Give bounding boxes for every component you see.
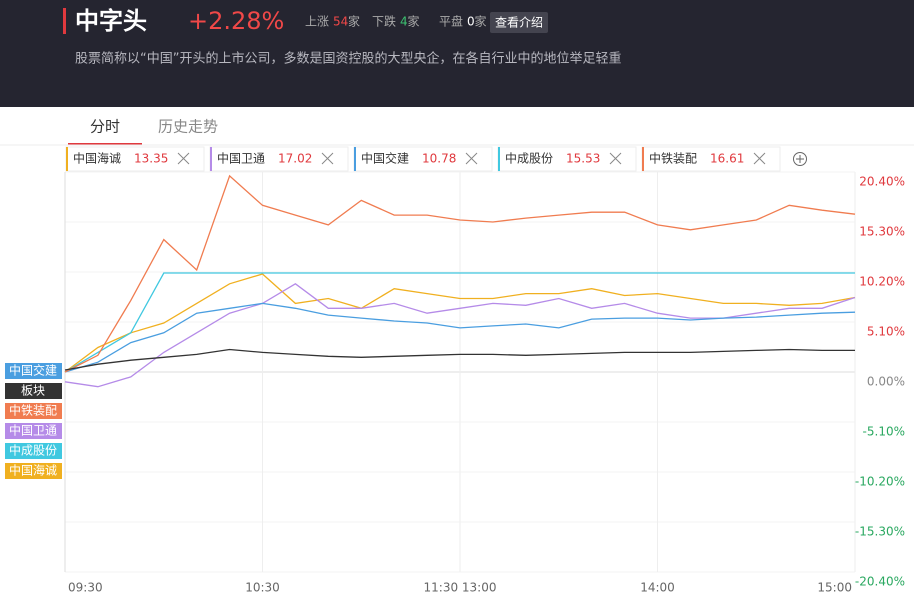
series-line (64, 273, 856, 373)
legend-name: 中国卫通 (217, 151, 265, 166)
legend-price: 15.53 (566, 152, 600, 166)
tab[interactable]: 历史走势 (158, 118, 218, 136)
tab[interactable]: 分时 (90, 118, 120, 136)
header-bg (0, 0, 914, 107)
legend-name: 中铁装配 (649, 151, 697, 166)
legend-price: 16.61 (710, 152, 744, 166)
add-icon-plus (796, 155, 804, 163)
intro-button-text[interactable]: 查看介绍 (495, 16, 543, 30)
y-tick-label: -15.30% (855, 525, 905, 539)
stat-label: 平盘 (439, 14, 463, 29)
side-tag (5, 443, 62, 459)
stat-count: 4 (400, 15, 408, 29)
side-tag-text: 板块 (21, 384, 45, 398)
add-icon[interactable] (793, 152, 807, 166)
intro-button[interactable] (490, 12, 548, 33)
tab-underline (68, 143, 142, 145)
legend-close[interactable] (609, 152, 622, 165)
stat-unit: 家 (348, 14, 360, 29)
side-tag-text: 中国交建 (9, 363, 57, 378)
legend-close[interactable] (753, 152, 766, 165)
legend-price: 10.78 (422, 152, 456, 166)
y-tick-label: 0.00% (867, 375, 905, 389)
legend-chip[interactable] (209, 146, 349, 172)
legend-price: 13.35 (134, 152, 168, 166)
x-tick-label: 10:30 (245, 581, 280, 595)
legend-close[interactable] (321, 152, 334, 165)
legend-name: 中成股份 (505, 151, 553, 166)
series-line (64, 348, 855, 371)
legend-swatch (210, 147, 212, 171)
y-tick-label: -10.20% (855, 475, 905, 489)
legend-swatch (66, 147, 68, 171)
legend-close[interactable] (177, 152, 190, 165)
y-tick-label: 10.20% (859, 275, 905, 289)
series-line (64, 174, 856, 373)
x-tick-label: 15:00 (817, 581, 852, 595)
legend-chip[interactable] (65, 146, 205, 172)
side-tag (5, 463, 62, 479)
y-tick-label: -5.10% (863, 425, 905, 439)
stat-count: 54 (333, 15, 348, 29)
legend-name: 中国交建 (361, 151, 409, 166)
legend-close[interactable] (465, 152, 478, 165)
y-tick-label: -20.40% (855, 575, 905, 589)
side-tag-text: 中铁装配 (9, 403, 57, 418)
legend-name: 中国海诚 (73, 151, 121, 166)
description: 股票简称以“中国”开头的上市公司，多数是国资控股的大型央企，在各自行业中的地位举… (75, 51, 621, 67)
legend-chip[interactable] (497, 146, 637, 172)
stat-count: 0 (467, 15, 475, 29)
legend-swatch (498, 147, 500, 171)
title: 中字头 (75, 7, 147, 35)
stat-label: 上涨 (305, 14, 329, 29)
x-tick-label: 14:00 (640, 581, 675, 595)
side-tag (5, 383, 62, 399)
side-tag (5, 423, 62, 439)
y-tick-label: 5.10% (867, 325, 905, 339)
side-tag (5, 403, 62, 419)
legend-swatch (642, 147, 644, 171)
side-tag (5, 363, 62, 379)
x-tick-label: 11:30 13:00 (424, 581, 497, 595)
y-tick-label: 20.40% (859, 175, 905, 189)
stat-label: 下跌 (372, 14, 396, 29)
legend-chip[interactable] (641, 146, 781, 172)
legend-price: 17.02 (278, 152, 312, 166)
series-line (64, 272, 855, 373)
legend-swatch (354, 147, 356, 171)
series-line (64, 302, 856, 373)
side-tag-text: 中成股份 (9, 443, 57, 458)
side-tag-text: 中国海诚 (9, 463, 57, 478)
y-tick-label: 15.30% (859, 225, 905, 239)
x-tick-label: 09:30 (68, 581, 103, 595)
stat-unit: 家 (408, 14, 420, 29)
title-accent (63, 8, 66, 34)
change: +2.28% (188, 7, 284, 35)
side-tag-text: 中国卫通 (9, 423, 57, 438)
stat-unit: 家 (475, 14, 487, 29)
